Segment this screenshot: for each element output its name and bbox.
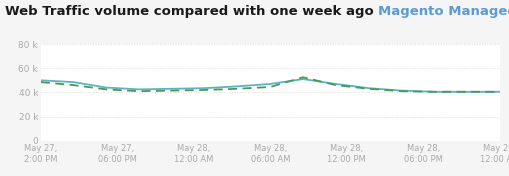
Text: Magento Managed Alerts Information: Magento Managed Alerts Information [378, 5, 509, 18]
Text: Web Traffic volume compared with one week ago: Web Traffic volume compared with one wee… [5, 5, 378, 18]
